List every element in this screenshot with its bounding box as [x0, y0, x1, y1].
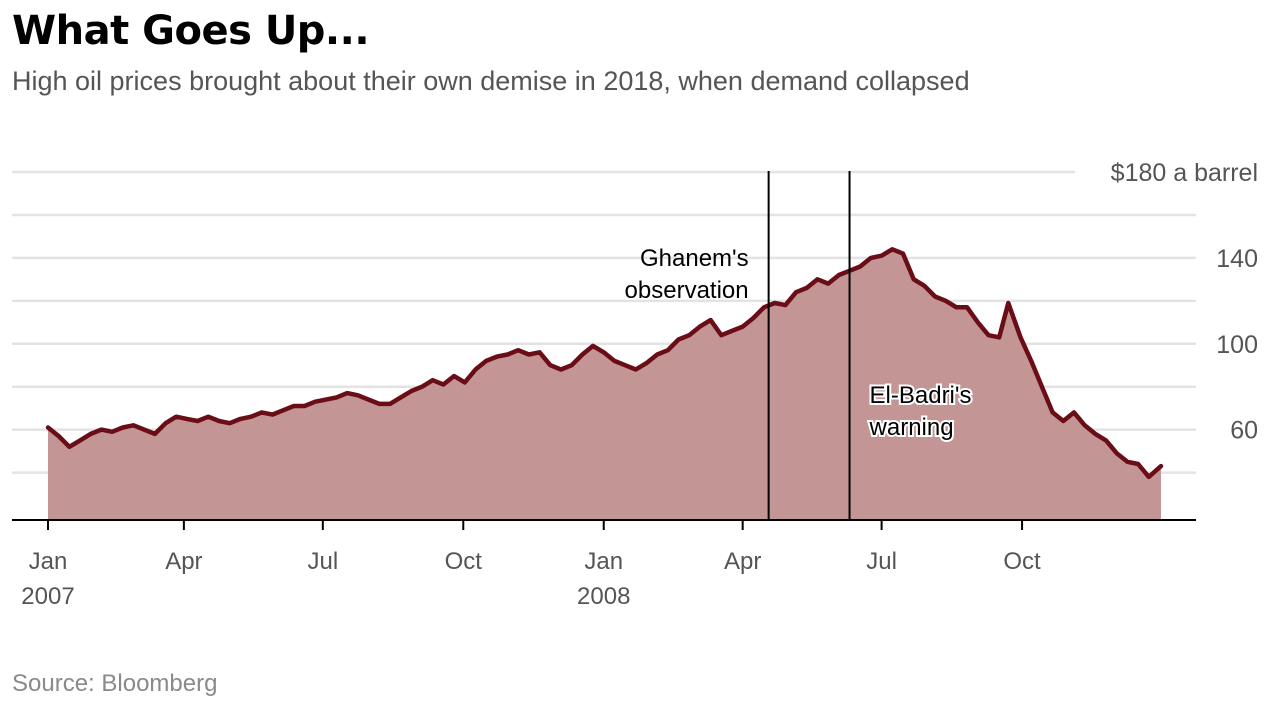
- annotation-label: Ghanem's: [640, 245, 749, 272]
- y-tick-label: 100: [1216, 331, 1258, 359]
- price-area: [45, 247, 1164, 521]
- x-tick-label: Jul: [866, 548, 897, 575]
- annotation-label: El-Badri's: [870, 382, 972, 409]
- x-tick-label: Oct: [445, 548, 483, 575]
- annotation-label: warning: [869, 414, 954, 441]
- x-tick-label: Apr: [165, 548, 202, 575]
- x-tick-year-label: 2008: [577, 583, 630, 610]
- y-tick-label: $180 a barrel: [1111, 159, 1258, 187]
- x-tick-label: Oct: [1003, 548, 1041, 575]
- series-area: [48, 249, 1161, 521]
- x-tick-label: Apr: [724, 548, 761, 575]
- axes: 60 100 140 $180 a barrel Jan 2007 Apr Jul Oct Jan…: [12, 159, 1258, 610]
- source-note: Source: Bloomberg: [12, 670, 218, 697]
- chart-subtitle: High oil prices brought about their own …: [12, 66, 970, 96]
- annotations: Ghanem's observation El-Badri's warning: [625, 171, 973, 520]
- annotation-label: observation: [625, 277, 749, 304]
- x-tick-label: Jan: [29, 548, 68, 575]
- chart-title: What Goes Up...: [12, 8, 370, 54]
- x-tick-label: Jul: [307, 548, 338, 575]
- x-tick-year-label: 2007: [21, 583, 74, 610]
- y-tick-label: 60: [1230, 417, 1258, 445]
- y-tick-label: 140: [1216, 245, 1258, 273]
- x-tick-label: Jan: [584, 548, 623, 575]
